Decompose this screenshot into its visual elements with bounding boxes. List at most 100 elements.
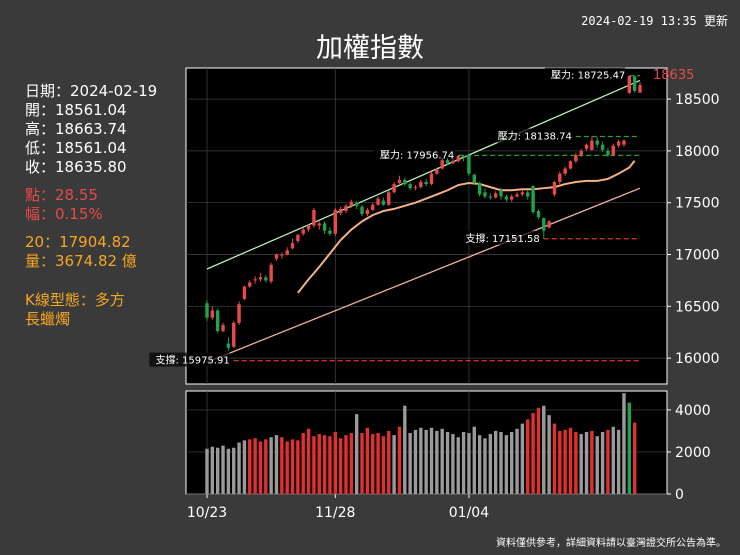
candle-body — [210, 310, 215, 318]
candle-body — [296, 234, 300, 242]
candle-body — [483, 192, 487, 197]
candle-body — [579, 150, 583, 156]
volume-bar — [563, 429, 567, 494]
price-plot-area — [185, 67, 668, 385]
candle — [445, 158, 450, 166]
chart-title: 加權指數 — [316, 33, 424, 64]
candle-body — [365, 209, 370, 215]
candle — [269, 262, 273, 284]
info-ma20: 20：17904.82 — [25, 233, 131, 251]
candle-body — [215, 310, 220, 332]
candle — [328, 227, 332, 236]
candle — [408, 181, 412, 191]
lower-trend-line — [206, 187, 641, 363]
volume-bar — [264, 439, 268, 494]
info-percent: 幅：0.15% — [25, 205, 103, 223]
candle — [627, 75, 632, 94]
candle — [371, 202, 375, 211]
candle-body — [344, 205, 348, 211]
candle — [558, 171, 562, 185]
volume-bar — [616, 429, 621, 494]
volume-bar — [344, 435, 348, 494]
candle — [520, 190, 525, 197]
volume-bar — [435, 430, 439, 494]
candle — [232, 320, 236, 348]
candle — [237, 301, 241, 325]
x-tick-label: 11/28 — [315, 505, 355, 521]
candle-body — [232, 322, 236, 347]
volume-bar — [301, 433, 305, 494]
volume-bar — [258, 441, 263, 494]
candle — [456, 155, 460, 163]
info-date: 日期：2024-02-19 — [25, 82, 158, 100]
volume-bar — [328, 436, 332, 494]
candle-body — [627, 76, 632, 93]
y-tick-label: 16000 — [675, 351, 720, 367]
candle — [584, 143, 589, 151]
candle — [483, 188, 487, 199]
candle — [333, 207, 337, 236]
volume-bar — [221, 445, 225, 494]
candle-body — [322, 223, 327, 231]
info-low: 低：18561.04 — [25, 139, 127, 157]
candle — [600, 141, 605, 152]
candle — [354, 200, 359, 209]
volume-bar — [584, 431, 589, 494]
candle — [376, 196, 380, 206]
volume-bar — [547, 415, 551, 494]
candle — [274, 253, 279, 261]
candle-body — [456, 156, 460, 162]
volume-bar — [467, 433, 471, 494]
volume-bar — [317, 434, 321, 494]
candle-body — [493, 193, 498, 198]
candle-body — [376, 198, 380, 205]
candle-body — [451, 161, 455, 164]
candle-body — [590, 140, 594, 150]
candle-body — [606, 150, 610, 156]
candle — [440, 158, 444, 170]
footer-disclaimer: 資料僅供參考，詳細資料請以臺灣證交所公告為準。 — [496, 538, 726, 549]
candle — [488, 193, 493, 200]
y-tick-label: 17000 — [675, 247, 720, 263]
candle-body — [445, 160, 450, 164]
candle-body — [542, 218, 546, 231]
volume-bar — [526, 419, 530, 494]
volume-bar — [392, 435, 396, 494]
y-tick-label: 18000 — [675, 144, 720, 160]
volume-bar — [360, 433, 364, 494]
candle — [242, 285, 247, 301]
candle-body — [622, 140, 626, 145]
candle — [461, 155, 466, 162]
volume-bar — [253, 438, 257, 494]
volume-bar — [397, 426, 402, 494]
candle — [563, 166, 567, 176]
candle — [248, 280, 252, 288]
info-open: 開：18561.04 — [25, 101, 127, 119]
candle — [205, 300, 209, 321]
candle-body — [269, 264, 273, 282]
candle — [552, 180, 557, 197]
candle-body — [595, 140, 599, 145]
candle — [258, 273, 263, 282]
candle — [210, 306, 215, 320]
candle-body — [306, 225, 311, 230]
volume-bar — [226, 448, 231, 494]
info-panel: 日期：2024-02-19 開：18561.04 高：18663.74 低：18… — [25, 82, 157, 329]
candle-body — [558, 173, 562, 182]
y-tick-label: 0 — [675, 487, 684, 503]
candle — [306, 224, 311, 232]
volume-bar — [381, 436, 386, 494]
volume-bar — [632, 422, 637, 494]
volume-bar — [520, 423, 525, 494]
candle-body — [280, 254, 284, 256]
candle-body — [360, 206, 364, 215]
annotation-bg — [373, 147, 455, 162]
volume-bar — [274, 435, 279, 494]
resistance-label: 壓力: 18138.74 — [498, 130, 572, 143]
candle — [590, 136, 594, 151]
candle — [403, 177, 407, 187]
candle-body — [547, 221, 551, 228]
volume-bar — [579, 434, 583, 494]
candle — [472, 173, 476, 186]
candle-body — [264, 277, 268, 281]
